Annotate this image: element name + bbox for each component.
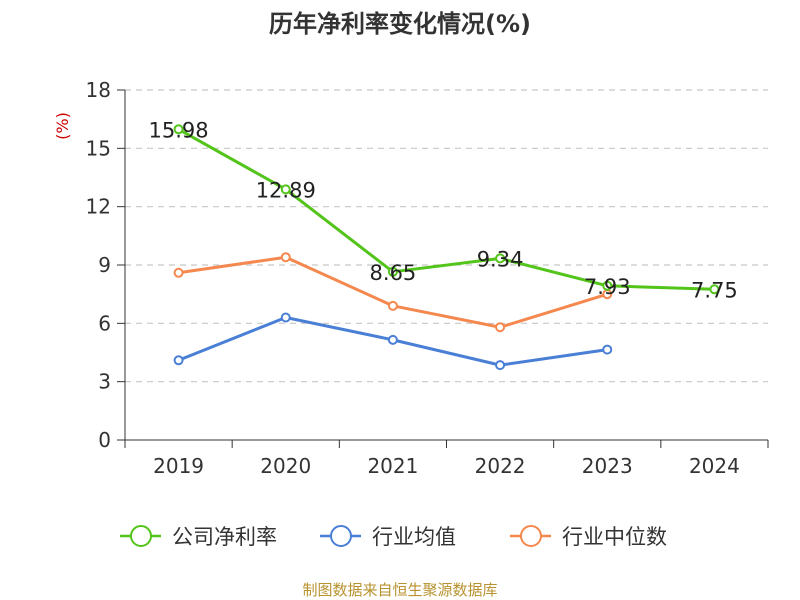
data-point [280, 312, 291, 323]
y-tick-label: 3 [98, 370, 111, 394]
data-point [495, 253, 506, 264]
data-label: 9.34 [477, 247, 524, 271]
data-label: 15.98 [149, 118, 209, 142]
series-layer [173, 124, 720, 371]
data-point [602, 280, 613, 291]
data-point [280, 184, 291, 195]
data-point [602, 344, 613, 355]
data-label: 8.65 [370, 261, 417, 285]
legend-marker [130, 525, 152, 547]
series-1 [173, 312, 613, 371]
legend-label: 行业中位数 [562, 525, 667, 549]
legend-item: 行业中位数 [510, 525, 667, 549]
data-point [495, 322, 506, 333]
y-tick-label: 12 [86, 195, 111, 219]
x-tick-label: 2022 [475, 454, 526, 478]
legend: 公司净利率 行业均值 行业中位数 [120, 525, 667, 549]
legend-marker [520, 525, 542, 547]
x-tick-label: 2020 [260, 454, 311, 478]
y-axis-unit-label: (%) [53, 112, 72, 140]
grid [125, 89, 768, 383]
series-0 [173, 124, 720, 295]
data-label: 7.93 [584, 275, 631, 299]
y-tick-label: 15 [86, 136, 111, 160]
data-point [280, 252, 291, 263]
y-tick-label: 18 [86, 78, 111, 102]
data-labels: 15.98 12.89 8.65 9.34 7.93 7.75 [149, 118, 738, 302]
legend-marker [330, 525, 352, 547]
x-tick-label: 2019 [153, 454, 204, 478]
data-label: 7.75 [691, 278, 738, 302]
data-point [387, 266, 398, 277]
legend-item: 公司净利率 [120, 525, 277, 549]
x-tick-label: 2023 [582, 454, 633, 478]
data-point [173, 124, 184, 135]
legend-label: 公司净利率 [172, 525, 277, 549]
data-point [173, 267, 184, 278]
y-tick-label: 0 [98, 428, 111, 452]
data-label: 12.89 [256, 178, 316, 202]
axes: 0 3 6 9 12 15 18 2019 2020 2021 2022 2023 2024 [86, 78, 769, 478]
data-point [709, 284, 720, 295]
data-point [387, 300, 398, 311]
y-tick-label: 9 [98, 253, 111, 277]
y-tick-label: 6 [98, 311, 111, 335]
chart-title: 历年净利率变化情况(%) [269, 10, 531, 38]
data-point [495, 360, 506, 371]
source-note: 制图数据来自恒生聚源数据库 [302, 581, 497, 599]
series-line [177, 127, 716, 291]
legend-item: 行业均值 [320, 525, 456, 549]
data-point [173, 355, 184, 366]
legend-label: 行业均值 [372, 525, 456, 549]
x-tick-label: 2024 [689, 454, 740, 478]
data-point [387, 334, 398, 345]
x-tick-label: 2021 [367, 454, 418, 478]
